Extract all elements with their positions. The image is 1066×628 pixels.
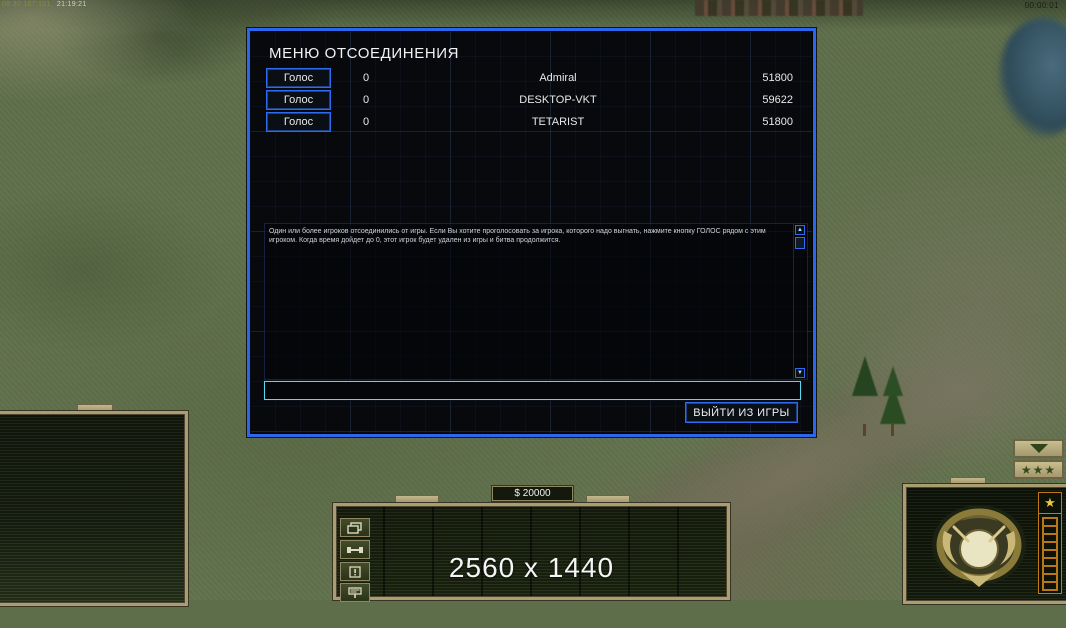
money-display: $ 20000 — [492, 486, 573, 501]
scrollbar-thumb[interactable] — [795, 237, 805, 249]
water-area — [998, 18, 1066, 138]
player-name: TETARIST — [531, 116, 585, 128]
rank-star-icon: ★ — [1039, 493, 1061, 514]
scroll-down-icon[interactable]: ▼ — [795, 368, 805, 378]
rank-progress-column: ★ — [1038, 492, 1062, 594]
vote-button[interactable]: Голос — [266, 90, 331, 110]
player-name: DESKTOP-VKT — [519, 94, 597, 106]
player-row: Голос 0 Admiral 51800 — [250, 68, 813, 88]
player-name: Admiral — [539, 72, 577, 84]
pine-tree — [880, 366, 906, 436]
collapse-ui-button[interactable] — [1013, 439, 1064, 458]
signpost-icon — [347, 586, 363, 599]
frame-counter: 08:30 187:101 — [2, 1, 51, 8]
distant-buildings — [695, 0, 863, 16]
timeout-value: 51800 — [762, 116, 793, 128]
radar-panel-tab — [77, 404, 113, 413]
vote-count: 0 — [363, 94, 370, 106]
chevron-down-icon — [1029, 444, 1048, 453]
debug-overlay: 08:30 187:101 21:19:21 — [2, 1, 87, 8]
portrait-panel-tab — [950, 477, 986, 486]
disconnect-menu-dialog: МЕНЮ ОТСОЕДИНЕНИЯ Голос 0 Admiral 51800 … — [247, 28, 816, 437]
player-row: Голос 0 DESKTOP-VKT 59622 — [250, 90, 813, 110]
player-row: Голос 0 TETARIST 51800 — [250, 112, 813, 132]
exit-game-button[interactable]: ВЫЙТИ ИЗ ИГРЫ — [685, 402, 798, 423]
command-bar-tab — [586, 495, 630, 504]
alert-button[interactable] — [340, 562, 370, 581]
command-portrait-panel: ★ — [903, 484, 1066, 604]
wrench-icon — [346, 545, 364, 555]
radar-minimap[interactable] — [0, 411, 188, 606]
disconnect-info-box: Один или более игроков отсоединились от … — [264, 223, 808, 380]
corner-buttons: ★★★ — [1013, 439, 1064, 481]
vote-count: 0 — [363, 116, 370, 128]
timeout-value: 59622 — [762, 94, 793, 106]
pine-tree — [852, 356, 878, 436]
rank-ladder — [1042, 517, 1058, 591]
options-button[interactable] — [340, 518, 370, 537]
system-clock: 21:19:21 — [56, 1, 87, 8]
vote-button[interactable]: Голос — [266, 68, 331, 88]
beacon-button[interactable] — [340, 583, 370, 602]
resolution-watermark: 2560 x 1440 — [448, 552, 615, 583]
vote-button[interactable]: Голос — [266, 112, 331, 132]
faction-emblem — [930, 501, 1028, 594]
vote-count: 0 — [363, 72, 370, 84]
dialog-title: МЕНЮ ОТСОЕДИНЕНИЯ — [269, 45, 460, 62]
three-stars-icon: ★★★ — [1020, 462, 1057, 477]
disconnect-info-text: Один или более игроков отсоединились от … — [269, 228, 766, 244]
scroll-up-icon[interactable]: ▲ — [795, 225, 805, 235]
generals-powers-button[interactable]: ★★★ — [1013, 460, 1064, 479]
player-list: Голос 0 Admiral 51800 Голос 0 DESKTOP-VK… — [250, 68, 813, 134]
repair-button[interactable] — [340, 540, 370, 559]
chat-input[interactable] — [264, 381, 801, 400]
money-value: $ 20000 — [514, 488, 551, 499]
command-bar-tab — [395, 495, 439, 504]
windows-cascade-icon — [347, 521, 363, 534]
timeout-value: 51800 — [762, 72, 793, 84]
command-bar: 2560 x 1440 — [333, 503, 730, 602]
match-timer: 00:00:01 — [1024, 1, 1059, 10]
info-scrollbar[interactable]: ▲ ▼ — [793, 224, 807, 379]
exclamation-icon — [349, 565, 361, 578]
